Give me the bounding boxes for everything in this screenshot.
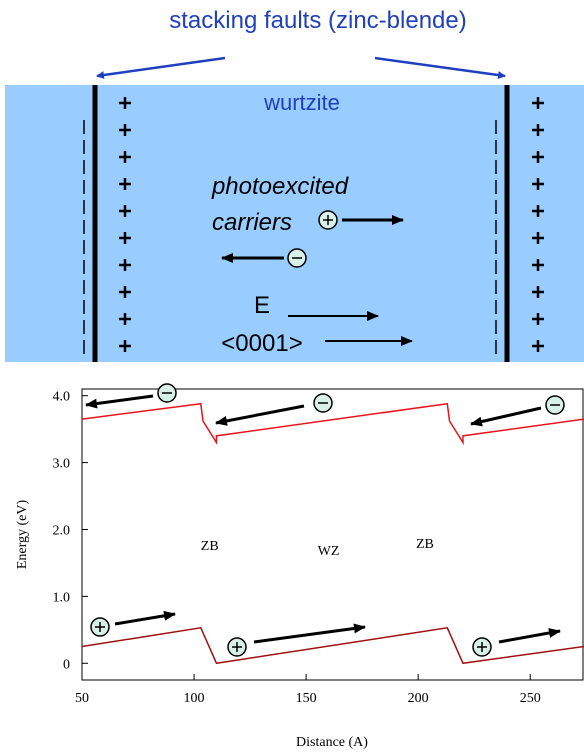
y-tick-label: 4.0: [53, 390, 71, 405]
carrier-arrow: [86, 396, 153, 405]
y-tick-label: 1.0: [53, 590, 71, 605]
region-annotation: ZB: [201, 539, 219, 554]
carrier-arrow: [115, 614, 175, 624]
carrier-arrow: [254, 627, 365, 642]
carriers-label: photoexcited: [211, 173, 349, 200]
x-tick-label: 200: [408, 691, 429, 706]
y-tick-label: 0: [63, 657, 70, 672]
title: stacking faults (zinc-blende): [169, 7, 466, 34]
y-tick-label: 3.0: [53, 457, 71, 472]
band-line: [82, 628, 584, 663]
figure: stacking faults (zinc-blende) wurtzite p…: [0, 0, 584, 755]
band-chart: 50 100 150 200 250 0 1.0 2.0 3.0 4.0 Distance (A) E…: [15, 384, 584, 750]
x-tick-label: 100: [184, 691, 205, 706]
y-axis-label: Energy (eV): [15, 500, 30, 570]
carrier-arrow: [471, 408, 541, 424]
pointer-arrow: [97, 58, 225, 76]
x-tick-label: 250: [520, 691, 541, 706]
x-axis-label: Distance (A): [296, 735, 368, 750]
x-tick-label: 150: [296, 691, 317, 706]
region-label: wurtzite: [263, 90, 340, 115]
carrier-arrow: [499, 631, 560, 642]
crystal-region: [5, 85, 584, 362]
pointer-arrow: [375, 58, 505, 76]
band-line: [82, 404, 584, 443]
y-tick-label: 2.0: [53, 523, 71, 538]
region-annotation: WZ: [318, 544, 340, 559]
field-label: E: [254, 292, 270, 319]
carriers-label: carriers: [212, 209, 292, 236]
direction-label: <0001>: [221, 330, 302, 357]
carrier-arrow: [216, 406, 304, 423]
x-tick-label: 50: [75, 691, 89, 706]
plot-frame: [82, 389, 583, 680]
region-annotation: ZB: [416, 537, 434, 552]
